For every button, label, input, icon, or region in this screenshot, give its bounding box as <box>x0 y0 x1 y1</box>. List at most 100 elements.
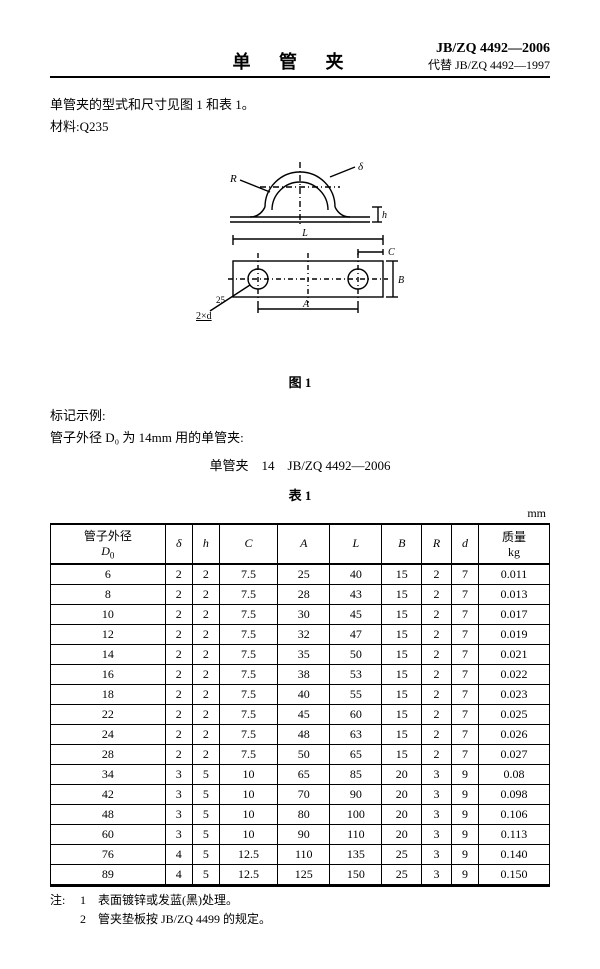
table-row: 4835108010020390.106 <box>51 804 550 824</box>
table-cell: 0.140 <box>479 844 550 864</box>
table-row: 343510658520390.08 <box>51 764 550 784</box>
table-cell: 55 <box>330 684 382 704</box>
standard-replaces: 代替 JB/ZQ 4492—1997 <box>428 58 550 74</box>
label-R: R <box>229 173 237 185</box>
table-cell: 15 <box>382 644 422 664</box>
table-cell: 7.5 <box>219 664 277 684</box>
table-cell: 3 <box>165 764 192 784</box>
table-cell: 110 <box>330 824 382 844</box>
table-cell: 70 <box>278 784 330 804</box>
table-cell: 2 <box>192 564 219 585</box>
table-cell: 7.5 <box>219 744 277 764</box>
table-cell: 0.025 <box>479 704 550 724</box>
col-L: L <box>330 524 382 563</box>
table-cell: 100 <box>330 804 382 824</box>
table-cell: 7.5 <box>219 584 277 604</box>
table-cell: 6 <box>51 564 166 585</box>
table-cell: 25 <box>278 564 330 585</box>
table-cell: 65 <box>278 764 330 784</box>
table-cell: 28 <box>51 744 166 764</box>
label-A: A <box>302 299 310 310</box>
table-cell: 0.013 <box>479 584 550 604</box>
table-row: 16227.5385315270.022 <box>51 664 550 684</box>
table-cell: 2 <box>192 624 219 644</box>
table-cell: 9 <box>451 784 478 804</box>
example-designation: 单管夹 14 JB/ZQ 4492—2006 <box>50 455 550 477</box>
page-title: 单 管 夹 <box>160 48 428 74</box>
table-caption: 表 1 <box>50 485 550 504</box>
table-cell: 0.106 <box>479 804 550 824</box>
table-cell: 2 <box>422 564 452 585</box>
table-cell: 3 <box>422 804 452 824</box>
table-row: 764512.511013525390.140 <box>51 844 550 864</box>
col-mass: 质量kg <box>479 524 550 563</box>
table-cell: 45 <box>278 704 330 724</box>
table-cell: 7.5 <box>219 564 277 585</box>
table-cell: 76 <box>51 844 166 864</box>
table-cell: 7.5 <box>219 644 277 664</box>
notes-label: 注: <box>50 891 80 910</box>
table-cell: 5 <box>192 784 219 804</box>
table-cell: 3 <box>165 784 192 804</box>
col-delta: δ <box>165 524 192 563</box>
table-cell: 3 <box>165 804 192 824</box>
table-row: 14227.5355015270.021 <box>51 644 550 664</box>
table-cell: 2 <box>192 684 219 704</box>
table-cell: 0.019 <box>479 624 550 644</box>
table-cell: 2 <box>192 664 219 684</box>
table-cell: 48 <box>278 724 330 744</box>
table-cell: 2 <box>192 744 219 764</box>
table-row: 28227.5506515270.027 <box>51 744 550 764</box>
table-cell: 0.011 <box>479 564 550 585</box>
table-row: 12227.5324715270.019 <box>51 624 550 644</box>
col-R: R <box>422 524 452 563</box>
table-cell: 80 <box>278 804 330 824</box>
example-heading: 标记示例: <box>50 405 550 427</box>
table-cell: 45 <box>330 604 382 624</box>
table-cell: 63 <box>330 724 382 744</box>
table-cell: 2 <box>192 644 219 664</box>
table-cell: 9 <box>451 804 478 824</box>
intro-line-1: 单管夹的型式和尺寸见图 1 和表 1。 <box>50 94 550 116</box>
table-cell: 2 <box>192 584 219 604</box>
table-row: 6227.5254015270.011 <box>51 564 550 585</box>
table-cell: 7 <box>451 564 478 585</box>
label-h: h <box>382 210 387 221</box>
table-cell: 50 <box>278 744 330 764</box>
table-cell: 25 <box>382 844 422 864</box>
table-cell: 7.5 <box>219 604 277 624</box>
table-cell: 85 <box>330 764 382 784</box>
label-2xd: 2×d <box>196 311 212 322</box>
table-cell: 125 <box>278 864 330 884</box>
table-cell: 32 <box>278 624 330 644</box>
table-cell: 0.022 <box>479 664 550 684</box>
table-row: 18227.5405515270.023 <box>51 684 550 704</box>
col-d: d <box>451 524 478 563</box>
label-L: L <box>301 228 308 239</box>
table-cell: 2 <box>165 644 192 664</box>
table-cell: 2 <box>422 684 452 704</box>
table-cell: 38 <box>278 664 330 684</box>
table-cell: 2 <box>165 744 192 764</box>
table-cell: 9 <box>451 864 478 884</box>
table-cell: 2 <box>165 704 192 724</box>
table-cell: 0.150 <box>479 864 550 884</box>
table-cell: 12.5 <box>219 844 277 864</box>
table-cell: 47 <box>330 624 382 644</box>
table-cell: 22 <box>51 704 166 724</box>
table-cell: 2 <box>192 704 219 724</box>
table-cell: 16 <box>51 664 166 684</box>
table-cell: 5 <box>192 844 219 864</box>
table-cell: 10 <box>219 764 277 784</box>
table-cell: 2 <box>165 604 192 624</box>
table-cell: 2 <box>192 724 219 744</box>
table-unit: mm <box>50 506 546 521</box>
table-cell: 0.021 <box>479 644 550 664</box>
table-cell: 90 <box>330 784 382 804</box>
table-cell: 40 <box>330 564 382 585</box>
table-cell: 2 <box>165 684 192 704</box>
table-cell: 5 <box>192 824 219 844</box>
table-cell: 2 <box>422 664 452 684</box>
table-cell: 3 <box>422 764 452 784</box>
table-cell: 4 <box>165 844 192 864</box>
